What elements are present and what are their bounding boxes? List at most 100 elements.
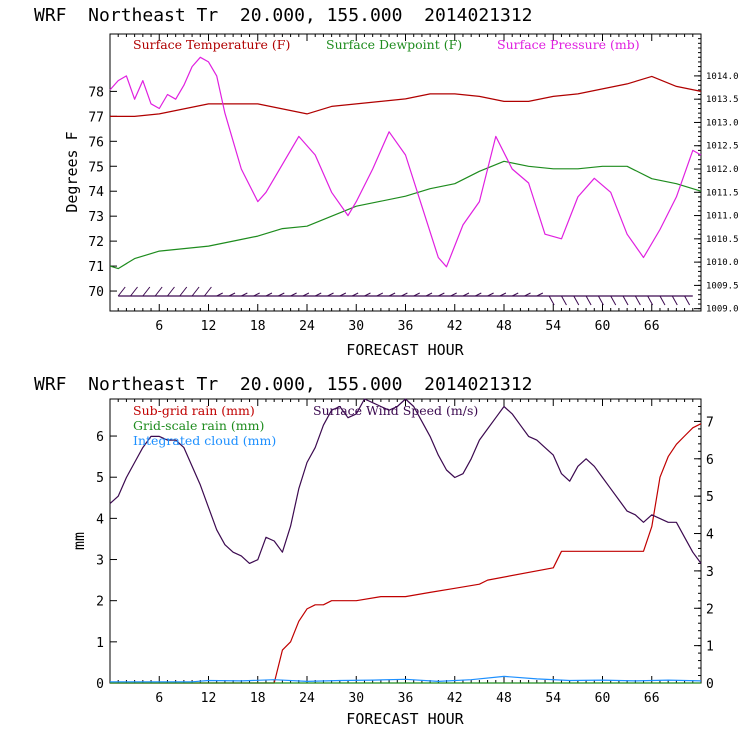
- x-tick-label: 18: [250, 691, 266, 706]
- x-tick-label: 12: [201, 691, 217, 706]
- x-tick-label: 30: [348, 319, 364, 334]
- wind-barb: [204, 286, 212, 297]
- y-axis-label-bottom: mm: [70, 532, 88, 550]
- y2-tick-label: 1010.5: [706, 235, 739, 245]
- wind-barb: [548, 295, 555, 306]
- x-tick-label: 60: [595, 691, 611, 706]
- wind-barb: [265, 292, 273, 297]
- wind-barb: [610, 295, 617, 306]
- wind-barb: [634, 295, 641, 306]
- panel-title-top: WRF Northeast Tr 20.000, 155.000 2014021…: [34, 5, 533, 26]
- y-tick-label: 76: [88, 135, 104, 150]
- y-tick-label: 5: [96, 471, 104, 486]
- legend-surface-wind-speed: Surface Wind Speed (m/s): [313, 403, 478, 418]
- x-tick-label: 48: [496, 319, 512, 334]
- x-tick-label: 30: [348, 691, 364, 706]
- wind-barb: [253, 292, 260, 297]
- y2-tick-label: 1014.0: [706, 72, 739, 82]
- x-tick-label: 60: [595, 319, 611, 334]
- series-line-surface-temperature: [110, 75, 702, 118]
- wind-barb: [401, 292, 408, 297]
- y-tick-label: 75: [88, 160, 104, 175]
- y-tick-label: 77: [88, 110, 104, 125]
- plot-frame-top: [109, 33, 702, 312]
- wind-barb: [278, 292, 285, 297]
- wind-barb: [376, 292, 383, 297]
- y2-tick-label: 6: [706, 453, 714, 468]
- y2-tick-label: 7: [706, 415, 714, 430]
- legend-surface-pressure: Surface Pressure (mb): [497, 37, 640, 52]
- wind-barb: [597, 295, 604, 306]
- wind-barb: [585, 295, 592, 306]
- series-line-surface-dewpoint: [109, 160, 702, 270]
- y2-tick-label: 1: [706, 640, 714, 655]
- x-axis-label-bottom: FORECAST HOUR: [346, 710, 464, 728]
- y2-tick-label: 1013.0: [706, 118, 739, 128]
- y2-tick-label: 1012.0: [706, 165, 739, 175]
- panel-title-bottom: WRF Northeast Tr 20.000, 155.000 2014021…: [34, 374, 533, 395]
- wind-barb: [499, 292, 507, 297]
- y2-tick-label: 1011.5: [706, 188, 739, 198]
- y2-tick-label: 1010.0: [706, 258, 739, 268]
- y-tick-label: 0: [96, 677, 104, 692]
- wind-barb: [216, 292, 223, 297]
- axis-ticks-top: 6 12 18 24 30 36 42 48 54 60 66 70 71 72 73 74 75 76 77 78 1…: [88, 34, 739, 334]
- y-tick-label: 2: [96, 595, 104, 610]
- y2-tick-label: 1011.0: [706, 212, 739, 222]
- temperature-panel: WRF Northeast Tr 20.000, 155.000 2014021…: [34, 5, 739, 359]
- x-tick-label: 6: [155, 691, 163, 706]
- wind-barb: [191, 286, 200, 297]
- y-tick-label: 3: [96, 554, 104, 569]
- series-line-surface-pressure: [109, 56, 702, 268]
- series-layer-top: [109, 56, 702, 270]
- legend-grid-scale-rain: Grid-scale rain (mm): [133, 418, 264, 433]
- legend-integrated-cloud: Integrated cloud (mm): [133, 433, 276, 448]
- x-tick-label: 18: [250, 319, 266, 334]
- wind-barb: [647, 295, 654, 306]
- wind-barb: [351, 292, 359, 297]
- wind-barb: [671, 295, 678, 306]
- wind-barb: [561, 295, 567, 306]
- wind-barb: [511, 292, 519, 297]
- y2-tick-label: 1009.0: [706, 305, 739, 315]
- y2-tick-label: 1009.5: [706, 281, 739, 291]
- wind-barb: [241, 292, 248, 297]
- y-tick-label: 71: [88, 260, 104, 275]
- y2-tick-label: 0: [706, 677, 714, 692]
- wind-barb: [117, 286, 126, 297]
- wind-barb: [622, 295, 629, 306]
- y2-tick-label: 4: [706, 528, 714, 543]
- y2-tick-label: 5: [706, 490, 714, 505]
- wind-barb: [684, 295, 691, 306]
- y-tick-label: 73: [88, 210, 104, 225]
- wind-barb: [413, 292, 420, 297]
- legend-surface-dewpoint: Surface Dewpoint (F): [326, 37, 462, 52]
- wind-barb: [290, 292, 297, 297]
- wind-barb: [536, 292, 544, 297]
- wind-barb: [487, 292, 494, 297]
- x-tick-label: 36: [398, 319, 414, 334]
- x-tick-label: 54: [545, 319, 561, 334]
- wind-barb: [462, 292, 470, 297]
- y2-tick-label: 2: [706, 602, 714, 617]
- wind-barb: [573, 295, 580, 306]
- wind-barb: [228, 292, 236, 297]
- x-tick-label: 54: [545, 691, 561, 706]
- wind-barb: [438, 292, 445, 297]
- y2-tick-label: 1012.5: [706, 142, 739, 152]
- x-tick-label: 36: [398, 691, 414, 706]
- series-line-integrated-cloud: [110, 675, 702, 683]
- wind-barb: [302, 292, 310, 297]
- x-tick-label: 66: [644, 319, 660, 334]
- x-tick-label: 24: [299, 691, 315, 706]
- wind-barb: [314, 292, 322, 297]
- wind-barb: [167, 286, 175, 297]
- y-tick-label: 78: [88, 85, 104, 100]
- x-tick-label: 42: [447, 319, 463, 334]
- wind-barb: [475, 292, 482, 297]
- wind-barb: [425, 292, 433, 297]
- x-tick-label: 6: [155, 319, 163, 334]
- precipitation-panel: WRF Northeast Tr 20.000, 155.000 2014021…: [34, 374, 714, 728]
